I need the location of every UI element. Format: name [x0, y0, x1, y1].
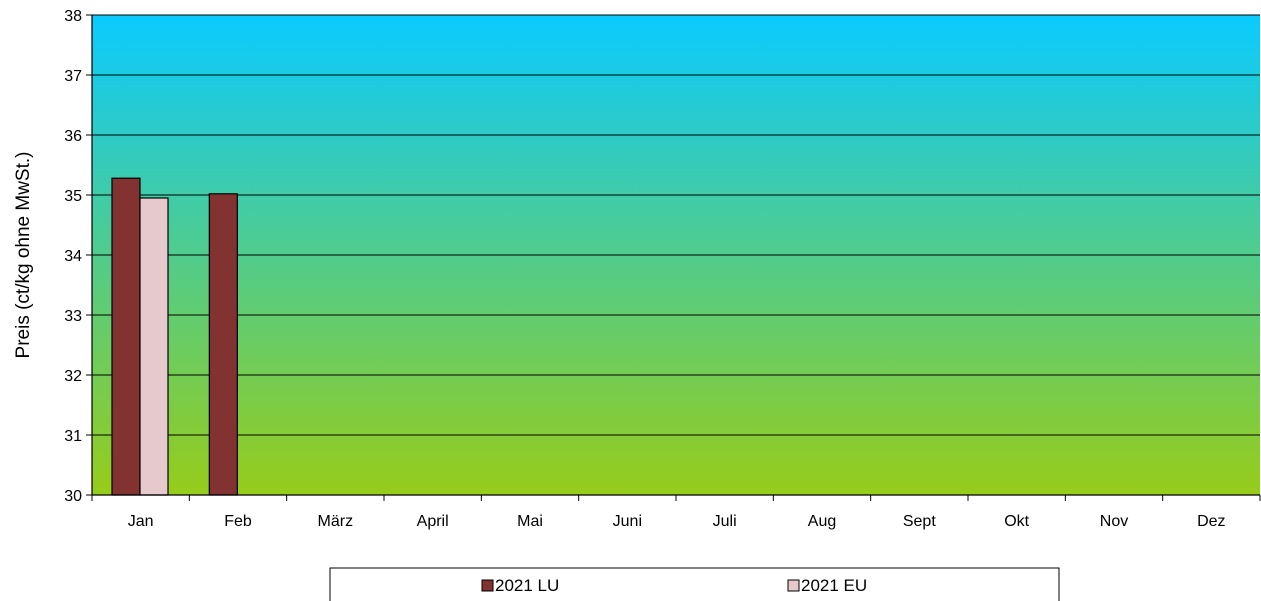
bar-2021-eu-jan — [139, 197, 169, 496]
x-tick-label: Sept — [903, 513, 936, 530]
y-tick-label: 36 — [64, 128, 82, 145]
x-tick-label: Feb — [224, 513, 252, 530]
legend-box — [329, 567, 1060, 601]
y-tick-label: 32 — [64, 368, 82, 385]
legend: 2021 LU 2021 EU — [329, 567, 1060, 601]
y-tick-labels: 30 31 32 33 34 35 36 37 38 — [64, 8, 82, 505]
x-tick-label: Okt — [1004, 513, 1029, 530]
axes — [91, 15, 1261, 501]
legend-swatch — [787, 579, 800, 592]
y-tick-label: 34 — [64, 248, 82, 265]
x-tick-label: Nov — [1100, 513, 1128, 530]
x-tick-label: Jan — [128, 513, 154, 530]
x-tick-label: April — [417, 513, 449, 530]
y-tick-label: 31 — [64, 428, 82, 445]
y-tick-label: 37 — [64, 68, 82, 85]
legend-label: 2021 LU — [495, 576, 559, 595]
y-tick-label: 30 — [64, 488, 82, 505]
bar-2021-lu-feb — [208, 193, 238, 496]
y-tick-label: 33 — [64, 308, 82, 325]
x-tick-label: März — [318, 513, 354, 530]
x-tick-label: Dez — [1197, 513, 1225, 530]
x-tick-label: Aug — [808, 513, 836, 530]
bar-2021-lu-jan — [111, 177, 141, 496]
x-tick-label: Juni — [613, 513, 642, 530]
legend-swatch — [481, 579, 494, 592]
legend-label: 2021 EU — [801, 576, 867, 595]
y-tick-label: 35 — [64, 188, 82, 205]
x-tick-labels: Jan Feb März April Mai Juni Juli Aug Sept Okt Nov D… — [128, 513, 1226, 530]
y-tick-label: 38 — [64, 8, 82, 25]
x-tick-label: Mai — [517, 513, 543, 530]
grid-lines — [86, 14, 1260, 496]
x-tick-label: Juli — [713, 513, 737, 530]
y-axis-title: Preis (ct/kg ohne MwSt.) — [13, 152, 34, 359]
bars — [111, 177, 238, 496]
